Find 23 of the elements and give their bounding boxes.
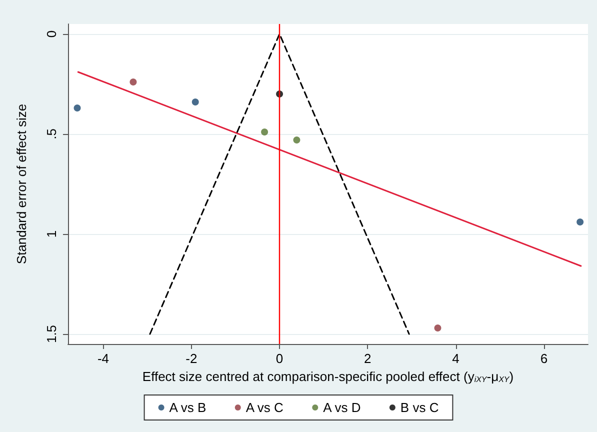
point xyxy=(293,136,300,144)
point xyxy=(192,98,199,106)
x-axis-title: Effect size centred at comparison-specific pooled effect (yiXY-μXY) xyxy=(142,368,514,384)
legend-label: A vs C xyxy=(246,400,284,415)
y-axis-title: Standard error of effect size xyxy=(14,104,29,264)
x-tick-label: 2 xyxy=(364,351,372,366)
x-tick-label: 6 xyxy=(540,351,548,366)
x-tick-label: 0 xyxy=(276,351,284,366)
legend-label: A vs D xyxy=(323,400,361,415)
y-tick-label: 1 xyxy=(44,230,59,238)
point xyxy=(261,128,268,136)
point xyxy=(74,104,81,112)
x-tick-label: 4 xyxy=(452,351,460,366)
point xyxy=(130,78,137,86)
legend-label: B vs C xyxy=(400,400,439,415)
legend-label: A vs B xyxy=(169,400,206,415)
y-tick-label: 1.5 xyxy=(44,324,59,344)
point xyxy=(576,218,584,226)
x-tick-label: -4 xyxy=(97,351,110,366)
point xyxy=(434,324,442,332)
x-tick-label: -2 xyxy=(186,351,198,366)
y-tick-label: 0 xyxy=(44,30,59,38)
y-tick-label: .5 xyxy=(44,128,59,140)
